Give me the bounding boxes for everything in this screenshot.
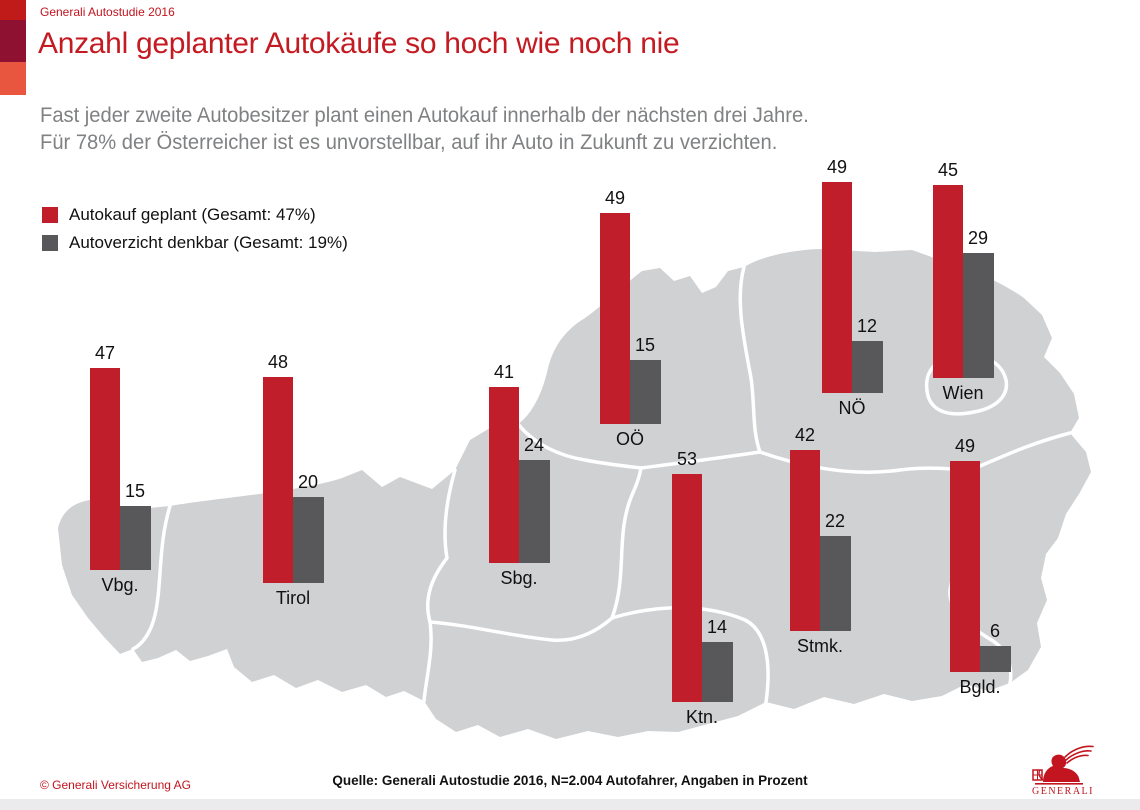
border-salzburg-kaernten [428, 616, 614, 642]
region-label-5: NÖ [838, 398, 866, 418]
bar-autoverzicht-1[interactable] [293, 497, 324, 583]
bar-autoverzicht-0[interactable] [120, 505, 151, 570]
subtitle: Fast jeder zweite Autobesitzer plant ein… [40, 102, 809, 156]
value-autoverzicht-8: 6 [989, 621, 1000, 642]
value-autoverzicht-5: 12 [856, 316, 878, 337]
region-label-8: Bgld. [959, 677, 1001, 697]
value-autoverzicht-7: 22 [824, 511, 846, 532]
region-label-7: Stmk. [796, 636, 843, 656]
value-autokauf-6: 45 [937, 159, 959, 180]
border-tirol-salzburg [422, 468, 457, 703]
generali-logo: GENERALI [1028, 742, 1098, 796]
accent-square-maroon [0, 20, 26, 62]
value-autokauf-7: 42 [794, 425, 816, 446]
legend-item-autokauf: Autokauf geplant (Gesamt: 47%) [42, 201, 348, 229]
region-label-6: Wien [942, 383, 984, 403]
bar-autoverzicht-6[interactable] [963, 253, 994, 378]
border-vbg-tirol [131, 504, 172, 651]
region-label-3: OÖ [615, 429, 644, 449]
region-label-4: Ktn. [685, 707, 719, 727]
bar-autokauf-7[interactable] [790, 450, 820, 631]
value-autoverzicht-1: 20 [297, 472, 319, 492]
generali-lion-icon: GENERALI [1032, 745, 1094, 796]
region-label-1: Tirol [275, 588, 311, 608]
value-autoverzicht-3: 15 [634, 334, 656, 355]
border-salzburg-oberoesterreich [516, 422, 643, 470]
subtitle-line-2: Für 78% der Österreicher ist es unvorste… [40, 131, 778, 154]
accent-square-red [0, 0, 26, 20]
accent-square-orange [0, 62, 26, 95]
bar-autoverzicht-7[interactable] [820, 536, 851, 631]
bar-autoverzicht-8[interactable] [980, 646, 1011, 672]
region-label-2: Sbg. [500, 568, 538, 588]
value-autoverzicht-2: 24 [523, 434, 545, 455]
legend-swatch-autokauf [42, 207, 58, 223]
border-oberoesterreich-steiermark [639, 450, 762, 470]
value-autoverzicht-0: 15 [124, 480, 146, 501]
generali-wordmark: GENERALI [1032, 786, 1094, 796]
bar-autokauf-0[interactable] [90, 367, 120, 570]
legend-label-autokauf: Autokauf geplant (Gesamt: 47%) [69, 205, 316, 224]
border-salzburg-steiermark [610, 466, 643, 620]
chart-legend: Autokauf geplant (Gesamt: 47%) Autoverzi… [42, 201, 348, 257]
page-title: Anzahl geplanter Autokäufe so hoch wie n… [38, 27, 680, 60]
border-oberoesterreich-niederoesterreich [738, 265, 762, 454]
bottom-strip [0, 799, 1140, 810]
value-autokauf-2: 41 [493, 361, 515, 382]
value-autoverzicht-6: 29 [967, 228, 989, 249]
source-text: Quelle: Generali Autostudie 2016, N=2.00… [332, 773, 808, 788]
bar-autoverzicht-3[interactable] [630, 359, 661, 424]
copyright-text: © Generali Versicherung AG [40, 778, 191, 792]
bar-autokauf-3[interactable] [600, 213, 630, 424]
value-autokauf-3: 49 [604, 188, 626, 209]
value-autokauf-8: 49 [954, 436, 976, 457]
border-niederoesterreich-burgenland [971, 431, 1072, 471]
bar-autoverzicht-5[interactable] [852, 341, 883, 393]
bar-autoverzicht-4[interactable] [702, 641, 733, 702]
value-autokauf-4: 53 [676, 449, 698, 470]
border-steiermark-kaernten [610, 606, 770, 704]
value-autokauf-5: 49 [826, 157, 848, 178]
bar-autokauf-4[interactable] [672, 474, 702, 702]
bar-autoverzicht-2[interactable] [519, 459, 550, 563]
value-autoverzicht-4: 14 [706, 616, 728, 637]
value-autokauf-1: 48 [267, 351, 289, 372]
value-autokauf-0: 47 [94, 342, 116, 363]
legend-item-autoverzicht: Autoverzicht denkbar (Gesamt: 19%) [42, 229, 348, 257]
study-eyebrow: Generali Autostudie 2016 [40, 5, 175, 19]
bar-autokauf-6[interactable] [933, 184, 963, 378]
subtitle-line-1: Fast jeder zweite Autobesitzer plant ein… [40, 104, 809, 127]
bar-autokauf-2[interactable] [489, 386, 519, 563]
legend-swatch-autoverzicht [42, 235, 58, 251]
region-label-0: Vbg. [101, 575, 139, 595]
bar-autokauf-5[interactable] [822, 182, 852, 393]
bar-autokauf-1[interactable] [263, 376, 293, 583]
bar-autokauf-8[interactable] [950, 461, 980, 672]
legend-label-autoverzicht: Autoverzicht denkbar (Gesamt: 19%) [69, 233, 348, 252]
